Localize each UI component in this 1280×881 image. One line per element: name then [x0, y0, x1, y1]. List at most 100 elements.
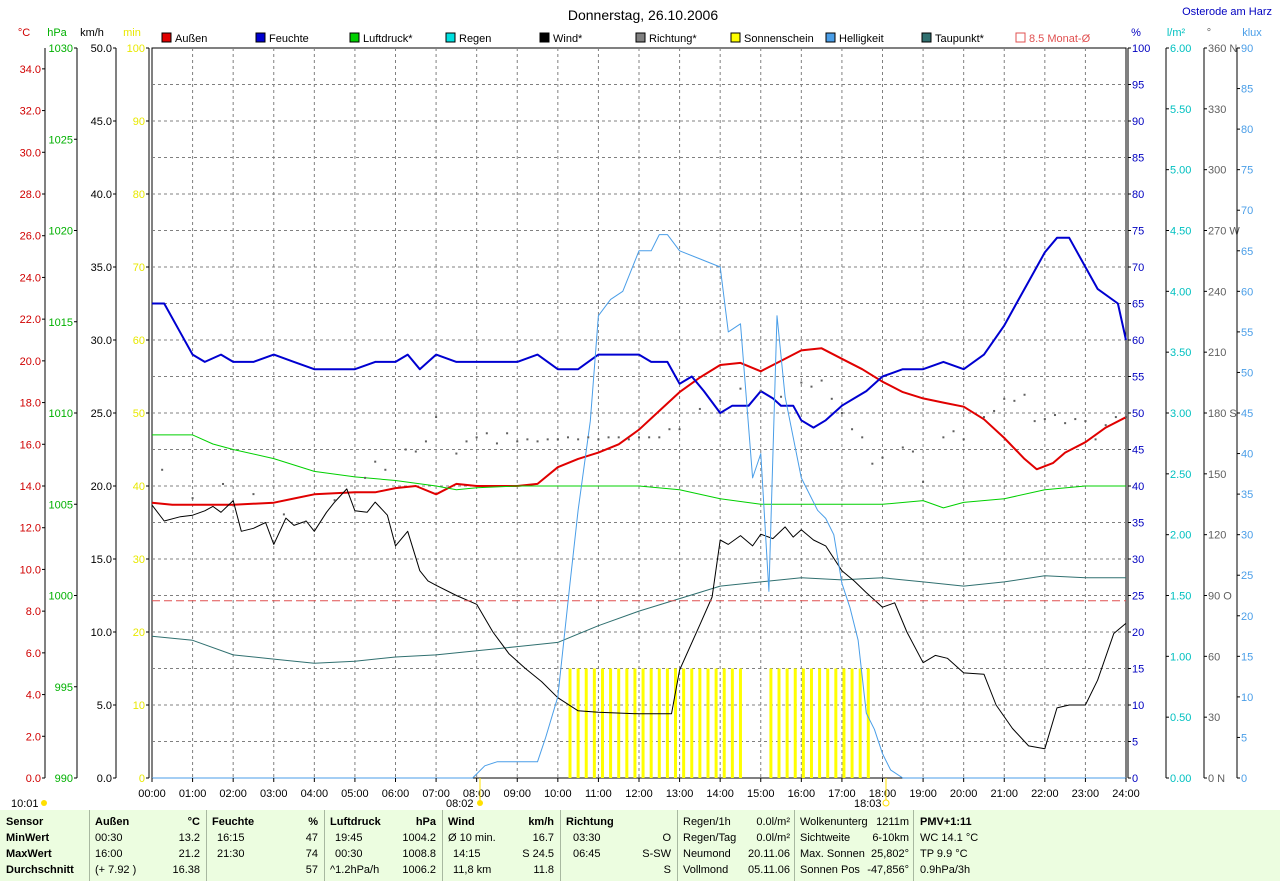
left-axis-tick-label: 18.0 [20, 398, 41, 410]
richtung-dot [911, 450, 914, 453]
right-axis-tick-label: 70 [1132, 262, 1144, 274]
left-axis-tick-label: 28.0 [20, 189, 41, 201]
grid [151, 47, 1127, 779]
legend-swatch [445, 32, 456, 43]
richtung-dot [526, 438, 529, 441]
right-axis-tick-label: 80 [1132, 189, 1144, 201]
left-axis-tick-label: 1005 [49, 499, 73, 511]
richtung-dot [840, 412, 843, 414]
right-axis-tick-label: 25 [1132, 591, 1144, 603]
left-axis-tick-label: 0 [139, 773, 145, 785]
series-außen-line [151, 347, 1127, 506]
sunshine-bar [777, 668, 781, 778]
stats-aussen-max-value: 21.2 [178, 848, 200, 860]
richtung-dot [759, 389, 762, 392]
right-axis-tick-label: 60 [1132, 335, 1144, 347]
right-axis-tick-label: 1.50 [1170, 591, 1191, 603]
right-axis-tick-label: 5 [1241, 732, 1247, 744]
left-axis-unit: hPa [47, 27, 67, 39]
left-axis-tick-label: 22.0 [20, 314, 41, 326]
right-axis-tick-label: 2.50 [1170, 469, 1191, 481]
sunshine-bar [834, 668, 838, 778]
sunshine-bar [665, 668, 669, 778]
richtung-dot [851, 428, 854, 431]
left-axis-tick-label: 20.0 [91, 481, 112, 493]
stats-feuchte-max-value: 74 [305, 848, 318, 860]
series-taupunkt-line [151, 575, 1126, 664]
sunshine-bar [818, 668, 822, 778]
stats-aussen-min-time: 00:30 [95, 832, 123, 844]
stats-feuchte-col: Feuchte % 16:15 47 21:30 74 57 [206, 810, 324, 881]
right-axis-tick-label: 10 [1132, 700, 1144, 712]
x-axis-tick-label: 06:00 [382, 788, 410, 800]
sunshine-bar [592, 668, 596, 778]
left-axis-tick-label: 6.0 [26, 648, 41, 660]
left-axis-tick-label: 30.0 [20, 147, 41, 159]
stats-luftdruck-unit: hPa [415, 816, 436, 828]
legend: Außen Feuchte Luftdruck* Regen Wind* Richtung… [161, 32, 1091, 45]
left-axis-tick-label: 32.0 [20, 106, 41, 118]
left-axis-tick-label: 8.0 [26, 606, 41, 618]
right-axis-tick-label: 30 [1132, 554, 1144, 566]
richtung-dot [1003, 397, 1006, 400]
right-axis-tick-label: 55 [1132, 372, 1144, 384]
legend-label: Außen [175, 33, 207, 45]
left-axis-tick-label: 90 [133, 116, 145, 128]
sunshine-bar [649, 668, 653, 778]
right-axis-tick-label: 85 [1132, 153, 1144, 165]
richtung-dot [364, 476, 367, 479]
left-axis-tick-label: 30.0 [91, 335, 112, 347]
sunshine-bar [600, 668, 604, 778]
left-axis-tick-label: 14.0 [20, 481, 41, 493]
right-axis-tick-label: 180 S [1208, 408, 1237, 420]
legend-swatch [1015, 32, 1026, 43]
series-helligkeit-line [152, 234, 1126, 779]
richtung-dot [668, 428, 671, 431]
richtung-dot [993, 409, 996, 412]
right-axis-tick-label: 4.00 [1170, 286, 1191, 298]
stats-neumond-value: 20.11.06 [747, 848, 790, 860]
sunshine-bar [858, 668, 862, 778]
left-axis-tick-label: 80 [133, 189, 145, 201]
right-axis-tick-label: 90 O [1208, 591, 1232, 603]
right-axis-tick-label: 85 [1241, 84, 1253, 96]
sunshine-bar [842, 668, 846, 778]
stats-pmv-tp: TP 9.9 °C [920, 848, 968, 860]
richtung-dot [627, 438, 630, 441]
right-axis-tick-label: 90 [1241, 43, 1253, 55]
location-label: Osterode am Harz [1182, 6, 1272, 18]
stats-sichtweite-value: 6-10km [872, 832, 909, 844]
stats-sichtweite-label: Sichtweite [800, 832, 851, 844]
left-axis-tick-label: 10.0 [20, 564, 41, 576]
richtung-dot [1084, 420, 1087, 423]
richtung-dot [1104, 424, 1107, 427]
richtung-dot [658, 436, 661, 439]
richtung-dot [881, 456, 884, 459]
x-axis-tick-label: 11:00 [585, 788, 612, 800]
right-axis-tick-label: 0 N [1208, 773, 1225, 785]
sunshine-bar [826, 668, 830, 778]
x-axis-tick-label: 03:00 [260, 788, 288, 800]
x-axis-tick-label: 15:00 [747, 788, 775, 800]
left-axis-tick-label: 10.0 [91, 627, 112, 639]
right-axis-tick-label: 100 [1132, 43, 1150, 55]
stats-luftdruck-trend: ^1.2hPa/h [330, 864, 380, 876]
right-axis-tick-label: 30 [1208, 712, 1220, 724]
right-axis-tick-label: 5.00 [1170, 165, 1191, 177]
left-axis-tick-label: 16.0 [20, 439, 41, 451]
stats-sensor-min: MinWert [6, 832, 50, 844]
legend-label: Feuchte [269, 33, 309, 45]
stats-feuchte-max-time: 21:30 [217, 848, 245, 860]
stats-richtung-head: Richtung [566, 816, 614, 828]
richtung-dot [1043, 418, 1046, 421]
sunset-icon [882, 799, 890, 807]
richtung-dot [922, 480, 925, 483]
stats-luftdruck-min-time: 19:45 [335, 832, 363, 844]
left-axis-tick-label: 1010 [49, 408, 73, 420]
stats-feuchte-avg-value: 57 [305, 864, 318, 876]
left-axis-unit: min [123, 27, 141, 39]
sunshine-bar [690, 668, 694, 778]
left-axis-tick-label: 2.0 [26, 731, 41, 743]
right-axis-tick-label: 55 [1241, 327, 1253, 339]
stats-regen-1h-label: Regen/1h [683, 816, 731, 828]
